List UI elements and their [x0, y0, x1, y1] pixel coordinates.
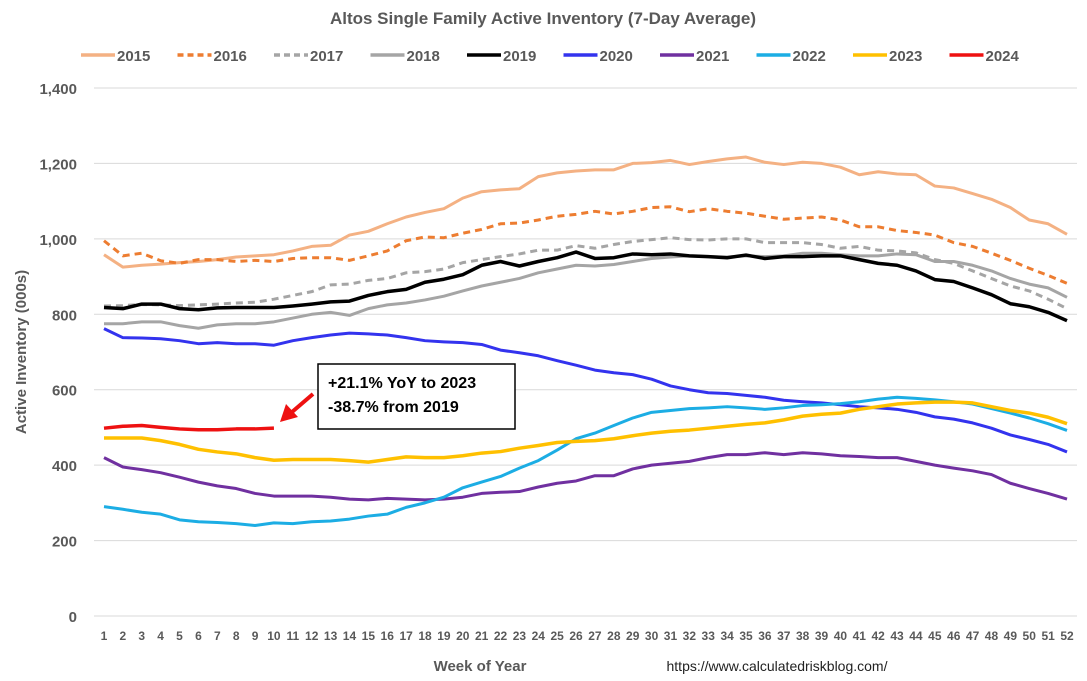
annotation-line1: +21.1% YoY to 2023 [328, 375, 476, 392]
x-tick-label: 33 [702, 629, 716, 643]
series-line-2017 [103, 236, 1068, 310]
x-tick-label: 19 [437, 629, 451, 643]
x-tick-label: 8 [233, 629, 240, 643]
x-tick-label: 50 [1023, 629, 1037, 643]
series-line-2020 [103, 327, 1068, 454]
x-axis-label: Week of Year [434, 658, 527, 675]
x-tick-label: 47 [966, 629, 980, 643]
y-axis-label: Active Inventory (000s) [13, 270, 30, 434]
series-line-2016 [103, 205, 1068, 285]
x-tick-label: 15 [362, 629, 376, 643]
x-tick-label: 17 [399, 629, 413, 643]
x-tick-label: 49 [1004, 629, 1018, 643]
x-tick-label: 48 [985, 629, 999, 643]
x-tick-label: 35 [739, 629, 753, 643]
legend-label-2019: 2019 [503, 48, 536, 65]
y-tick-label: 600 [52, 383, 77, 400]
x-tick-label: 9 [252, 629, 259, 643]
x-tick-label: 7 [214, 629, 221, 643]
x-tick-label: 51 [1041, 629, 1055, 643]
series-line-2019 [103, 250, 1068, 323]
x-tick-label: 46 [947, 629, 961, 643]
x-tick-label: 24 [532, 629, 546, 643]
series-line-2018 [104, 251, 1068, 330]
x-tick-label: 22 [494, 629, 508, 643]
x-tick-label: 10 [267, 629, 281, 643]
x-axis-ticks: 1 2 3 4 5 6 7 8 9 10 11 12 13 14 15 16 17 18 19 20 21 22 23 24 2… [101, 629, 1074, 643]
legend-label-2022: 2022 [793, 48, 826, 65]
x-tick-label: 43 [890, 629, 904, 643]
y-tick-label: 1,000 [39, 232, 77, 249]
y-tick-label: 1,400 [39, 81, 77, 98]
annotation: +21.1% YoY to 2023 -38.7% from 2019 [280, 363, 516, 430]
series-lines [103, 155, 1068, 527]
x-tick-label: 18 [418, 629, 432, 643]
annotation-line2: -38.7% from 2019 [328, 399, 459, 416]
legend-label-2024: 2024 [986, 48, 1020, 65]
x-tick-label: 12 [305, 629, 319, 643]
x-tick-label: 44 [909, 629, 923, 643]
y-tick-label: 200 [52, 534, 77, 551]
x-tick-label: 26 [569, 629, 583, 643]
x-tick-label: 3 [138, 629, 145, 643]
x-tick-label: 30 [645, 629, 659, 643]
x-tick-label: 31 [664, 629, 678, 643]
x-tick-label: 21 [475, 629, 489, 643]
x-tick-label: 13 [324, 629, 338, 643]
chart-title: Altos Single Family Active Inventory (7-… [330, 9, 756, 28]
legend-label-2016: 2016 [214, 48, 247, 65]
x-tick-label: 41 [853, 629, 867, 643]
x-tick-label: 5 [176, 629, 183, 643]
x-tick-label: 4 [157, 629, 164, 643]
legend-label-2020: 2020 [600, 48, 633, 65]
x-tick-label: 14 [343, 629, 357, 643]
legend-label-2017: 2017 [310, 48, 343, 65]
x-tick-label: 2 [120, 629, 127, 643]
legend-label-2023: 2023 [889, 48, 922, 65]
x-tick-label: 11 [286, 629, 299, 643]
x-tick-label: 37 [777, 629, 791, 643]
legend-label-2021: 2021 [696, 48, 729, 65]
x-tick-label: 29 [626, 629, 640, 643]
x-tick-label: 23 [513, 629, 527, 643]
arrow-head-icon [280, 404, 298, 422]
x-tick-label: 16 [381, 629, 395, 643]
x-tick-label: 28 [607, 629, 621, 643]
x-tick-label: 52 [1060, 629, 1074, 643]
series-line-2021 [103, 451, 1068, 502]
annotation-arrow [290, 392, 315, 414]
legend: 2015 2016 2017 2018 2019 2020 2021 2022 2023 2024 [81, 48, 1020, 65]
x-tick-label: 32 [683, 629, 697, 643]
x-tick-label: 27 [588, 629, 602, 643]
x-tick-label: 40 [834, 629, 848, 643]
x-tick-label: 20 [456, 629, 470, 643]
y-tick-label: 400 [52, 458, 77, 475]
annotation-box [317, 363, 516, 430]
x-tick-label: 45 [928, 629, 942, 643]
legend-label-2018: 2018 [407, 48, 440, 65]
x-tick-label: 38 [796, 629, 810, 643]
y-tick-label: 800 [52, 307, 77, 324]
y-axis-ticks: 0 200 400 600 800 1,000 1,200 1,400 [39, 81, 77, 626]
x-tick-label: 25 [550, 629, 564, 643]
series-line-2015 [103, 155, 1068, 269]
x-tick-label: 6 [195, 629, 202, 643]
x-tick-label: 1 [101, 629, 108, 643]
legend-label-2015: 2015 [117, 48, 150, 65]
source-url: https://www.calculatedriskblog.com/ [667, 658, 888, 674]
series-line-2022 [103, 395, 1068, 527]
series-line-2023 [104, 400, 1068, 464]
x-tick-label: 36 [758, 629, 772, 643]
gridlines [94, 87, 1077, 617]
y-tick-label: 0 [69, 609, 77, 626]
x-tick-label: 42 [871, 629, 885, 643]
y-tick-label: 1,200 [39, 156, 77, 173]
series-line-2024 [103, 423, 275, 432]
x-tick-label: 39 [815, 629, 829, 643]
x-tick-label: 34 [720, 629, 734, 643]
